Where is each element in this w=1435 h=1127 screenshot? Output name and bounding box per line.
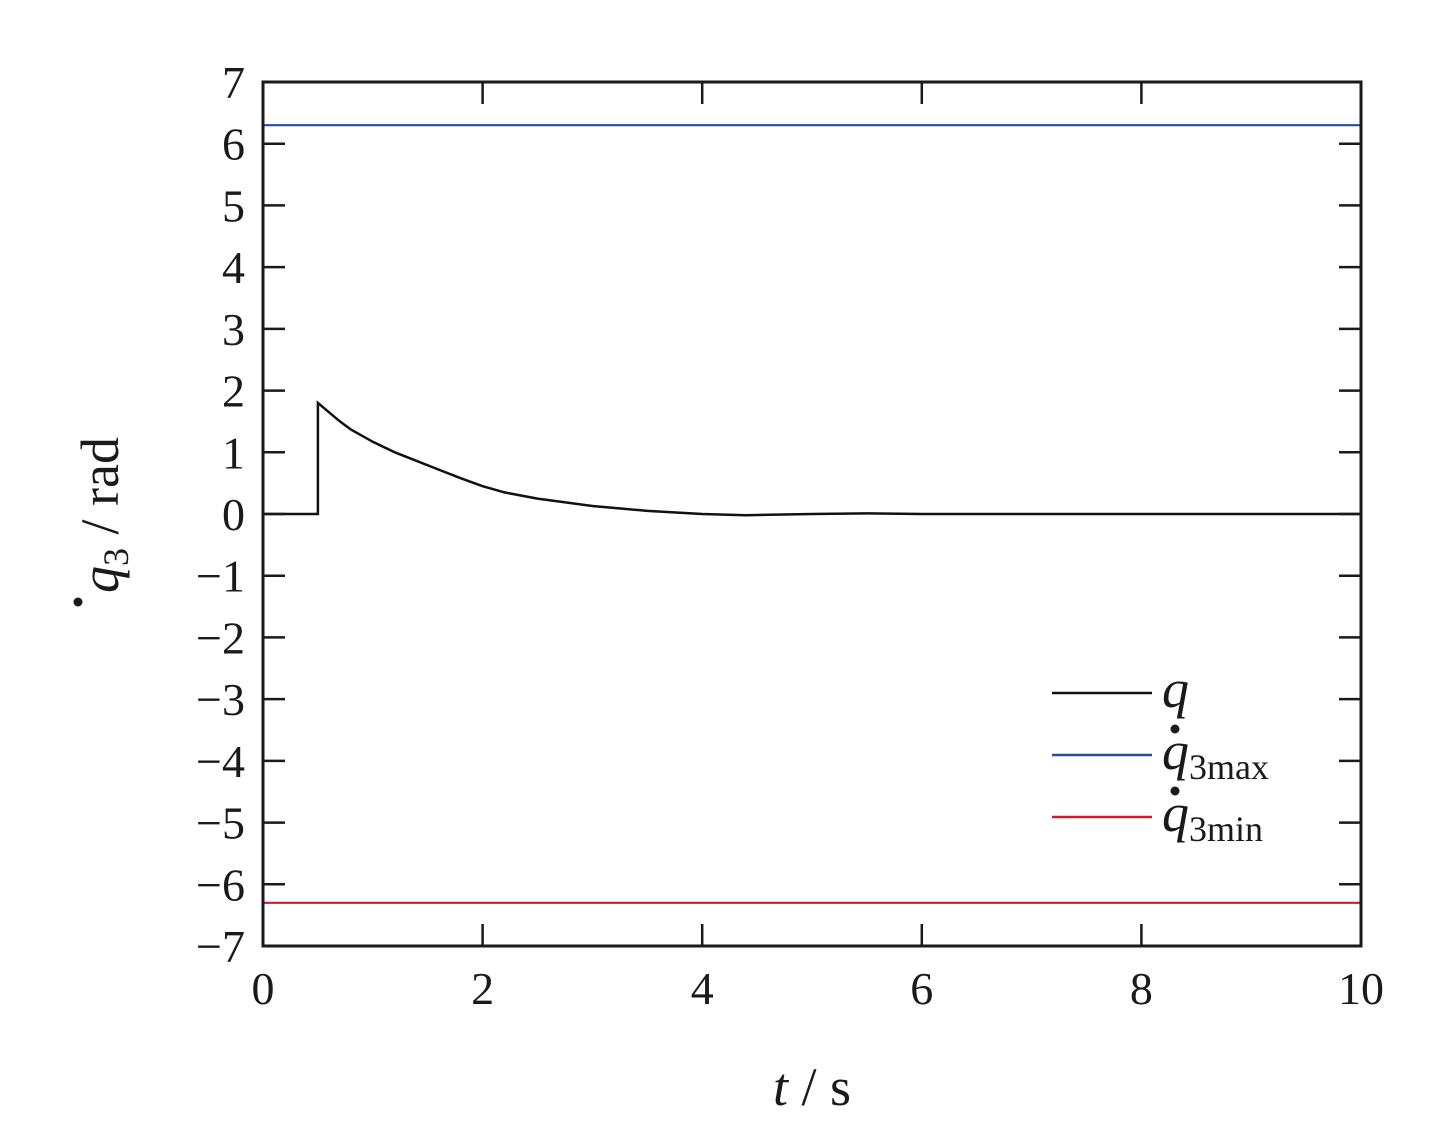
legend-label-2: q3max xyxy=(1162,721,1269,787)
plot-area xyxy=(263,124,1361,904)
y-tick-label: −4 xyxy=(196,736,245,787)
y-axis-subscript: 3 xyxy=(96,548,136,566)
y-tick-label: 3 xyxy=(222,304,245,355)
y-tick-label: −6 xyxy=(196,859,245,910)
y-tick-label: 4 xyxy=(222,242,245,293)
y-tick-label: −5 xyxy=(196,798,245,849)
legend-dot-accent xyxy=(1170,724,1180,734)
series-line-1 xyxy=(263,400,1361,517)
y-axis-unit: / rad xyxy=(70,437,130,548)
x-tick-label: 8 xyxy=(1130,963,1153,1014)
y-tick-label: 0 xyxy=(222,489,245,540)
legend-dot-accent xyxy=(1170,786,1180,796)
x-tick-label: 6 xyxy=(910,963,933,1014)
y-axis-dot-accent xyxy=(73,597,83,607)
x-tick-label: 0 xyxy=(252,963,275,1014)
y-tick-label: −1 xyxy=(196,551,245,602)
y-tick-label: 1 xyxy=(222,427,245,478)
y-tick-label: −2 xyxy=(196,612,245,663)
y-tick-label: 5 xyxy=(222,180,245,231)
x-tick-label: 4 xyxy=(691,963,714,1014)
y-tick-label: 7 xyxy=(222,57,245,108)
y-tick-label: −7 xyxy=(196,921,245,972)
y-tick-label: 6 xyxy=(222,119,245,170)
x-tick-label: 2 xyxy=(471,963,494,1014)
x-axis-unit: / s xyxy=(788,1057,851,1117)
y-axis-variable: q xyxy=(70,566,130,593)
y-tick-label: 2 xyxy=(222,366,245,417)
svg-text:q3 / rad: q3 / rad xyxy=(70,437,136,593)
x-axis-label: t / s xyxy=(773,1057,851,1117)
y-tick-label: −3 xyxy=(196,674,245,725)
x-tick-label: 10 xyxy=(1338,963,1384,1014)
y-axis-label: q3 / rad xyxy=(70,437,136,607)
x-axis-variable: t xyxy=(773,1057,790,1117)
legend-label-1: q xyxy=(1162,659,1189,719)
